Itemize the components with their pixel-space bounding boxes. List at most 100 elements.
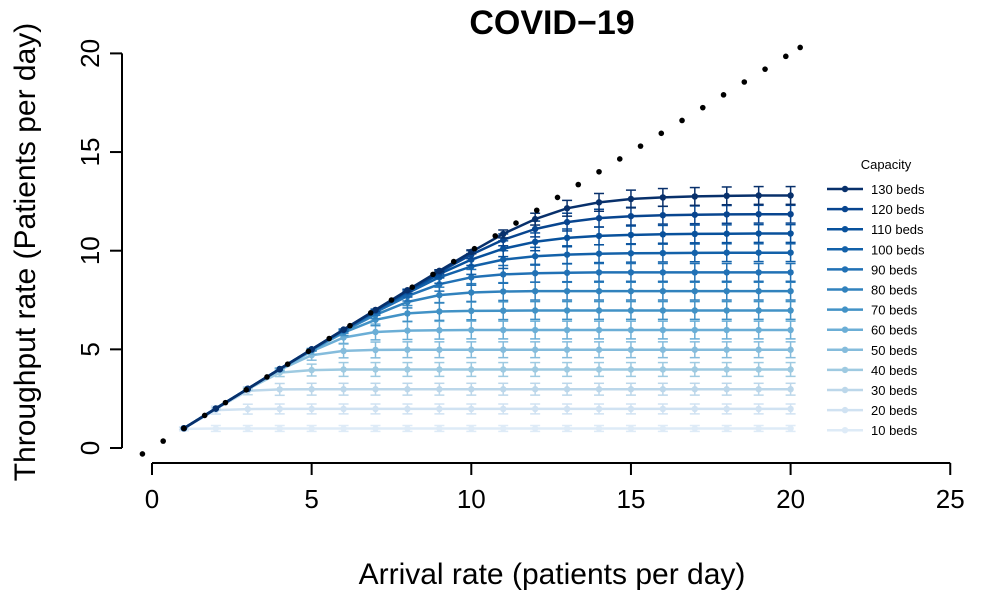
data-point	[372, 386, 379, 393]
data-point	[563, 425, 571, 432]
data-point	[404, 366, 411, 373]
legend: Capacity 130 beds 120 beds 110 beds 100 bed…	[827, 157, 925, 438]
data-point	[531, 405, 539, 413]
reference-point	[783, 53, 789, 60]
reference-point	[741, 79, 748, 85]
data-point	[531, 346, 539, 353]
data-point	[500, 288, 507, 295]
data-point	[627, 386, 635, 393]
reference-point	[388, 297, 395, 303]
data-point	[723, 326, 730, 334]
data-point	[787, 326, 794, 334]
y-tick-label: 20	[75, 39, 105, 68]
data-point	[627, 326, 635, 334]
reference-point	[720, 92, 727, 98]
data-point	[627, 269, 635, 276]
data-point	[595, 214, 603, 222]
data-point	[404, 286, 411, 294]
data-point	[468, 366, 475, 373]
data-point	[531, 269, 539, 277]
data-point	[723, 230, 730, 237]
data-point	[691, 425, 699, 432]
data-point	[436, 405, 443, 413]
data-point	[659, 386, 667, 393]
data-point	[787, 386, 794, 393]
data-point	[595, 269, 603, 276]
data-point	[436, 308, 443, 315]
reference-point	[658, 130, 665, 137]
data-point	[627, 195, 635, 203]
data-point	[723, 307, 730, 314]
legend-item: 110 beds	[827, 222, 924, 237]
data-point	[691, 307, 699, 314]
reference-point	[305, 348, 312, 355]
data-point	[531, 425, 539, 432]
data-point	[500, 366, 507, 373]
legend-swatch-point	[841, 286, 849, 293]
data-point	[659, 326, 667, 334]
reference-point	[222, 399, 229, 406]
reference-point	[367, 310, 374, 316]
data-point	[372, 366, 379, 373]
legend-label: 20 beds	[871, 403, 918, 418]
data-point	[691, 346, 699, 353]
data-point	[627, 287, 635, 295]
data-point	[627, 346, 635, 353]
data-point	[659, 307, 667, 314]
data-point	[500, 405, 507, 413]
legend-swatch-point	[841, 266, 849, 273]
data-point	[563, 251, 571, 258]
data-point	[468, 307, 475, 315]
data-point	[468, 405, 475, 413]
data-point	[659, 346, 667, 353]
chart-title: COVID−19	[469, 4, 634, 42]
data-point	[691, 326, 699, 334]
reference-point	[264, 374, 270, 380]
data-point	[723, 366, 730, 373]
data-point	[787, 366, 794, 373]
data-point	[755, 366, 762, 373]
legend-item: 60 beds	[827, 323, 918, 338]
data-point	[787, 405, 794, 413]
data-point	[659, 366, 667, 373]
data-point	[691, 287, 699, 295]
data-point	[723, 405, 730, 413]
legend-label: 90 beds	[871, 262, 918, 277]
data-point	[436, 386, 443, 393]
data-point	[659, 269, 667, 276]
data-point	[755, 210, 762, 218]
series-50-beds	[180, 341, 796, 432]
reference-point	[139, 451, 146, 457]
data-point	[755, 287, 762, 295]
reference-point	[513, 220, 519, 226]
data-point	[500, 326, 507, 334]
legend-label: 30 beds	[871, 383, 918, 398]
plot-area	[139, 44, 803, 457]
data-point	[563, 218, 571, 226]
data-point	[563, 234, 571, 242]
data-point	[468, 274, 475, 281]
legend-swatch-point	[841, 306, 849, 313]
data-point	[787, 230, 794, 237]
reference-point	[471, 245, 478, 252]
data-point	[404, 386, 411, 393]
data-point	[563, 366, 571, 373]
y-tick-label: 5	[75, 342, 105, 356]
legend-label: 120 beds	[871, 202, 925, 217]
legend-swatch-point	[841, 427, 849, 434]
data-point	[755, 192, 762, 199]
data-point	[500, 386, 507, 393]
x-tick-label: 15	[616, 484, 645, 514]
data-point	[468, 386, 475, 393]
data-point	[755, 307, 762, 314]
data-point	[468, 425, 475, 432]
data-point	[755, 326, 762, 334]
data-point	[372, 405, 379, 413]
legend-label: 110 beds	[871, 222, 924, 237]
data-point	[372, 328, 379, 336]
data-point	[531, 287, 539, 295]
data-point	[659, 194, 667, 201]
legend-swatch-point	[841, 246, 849, 253]
data-point	[531, 238, 539, 246]
data-point	[627, 425, 635, 432]
